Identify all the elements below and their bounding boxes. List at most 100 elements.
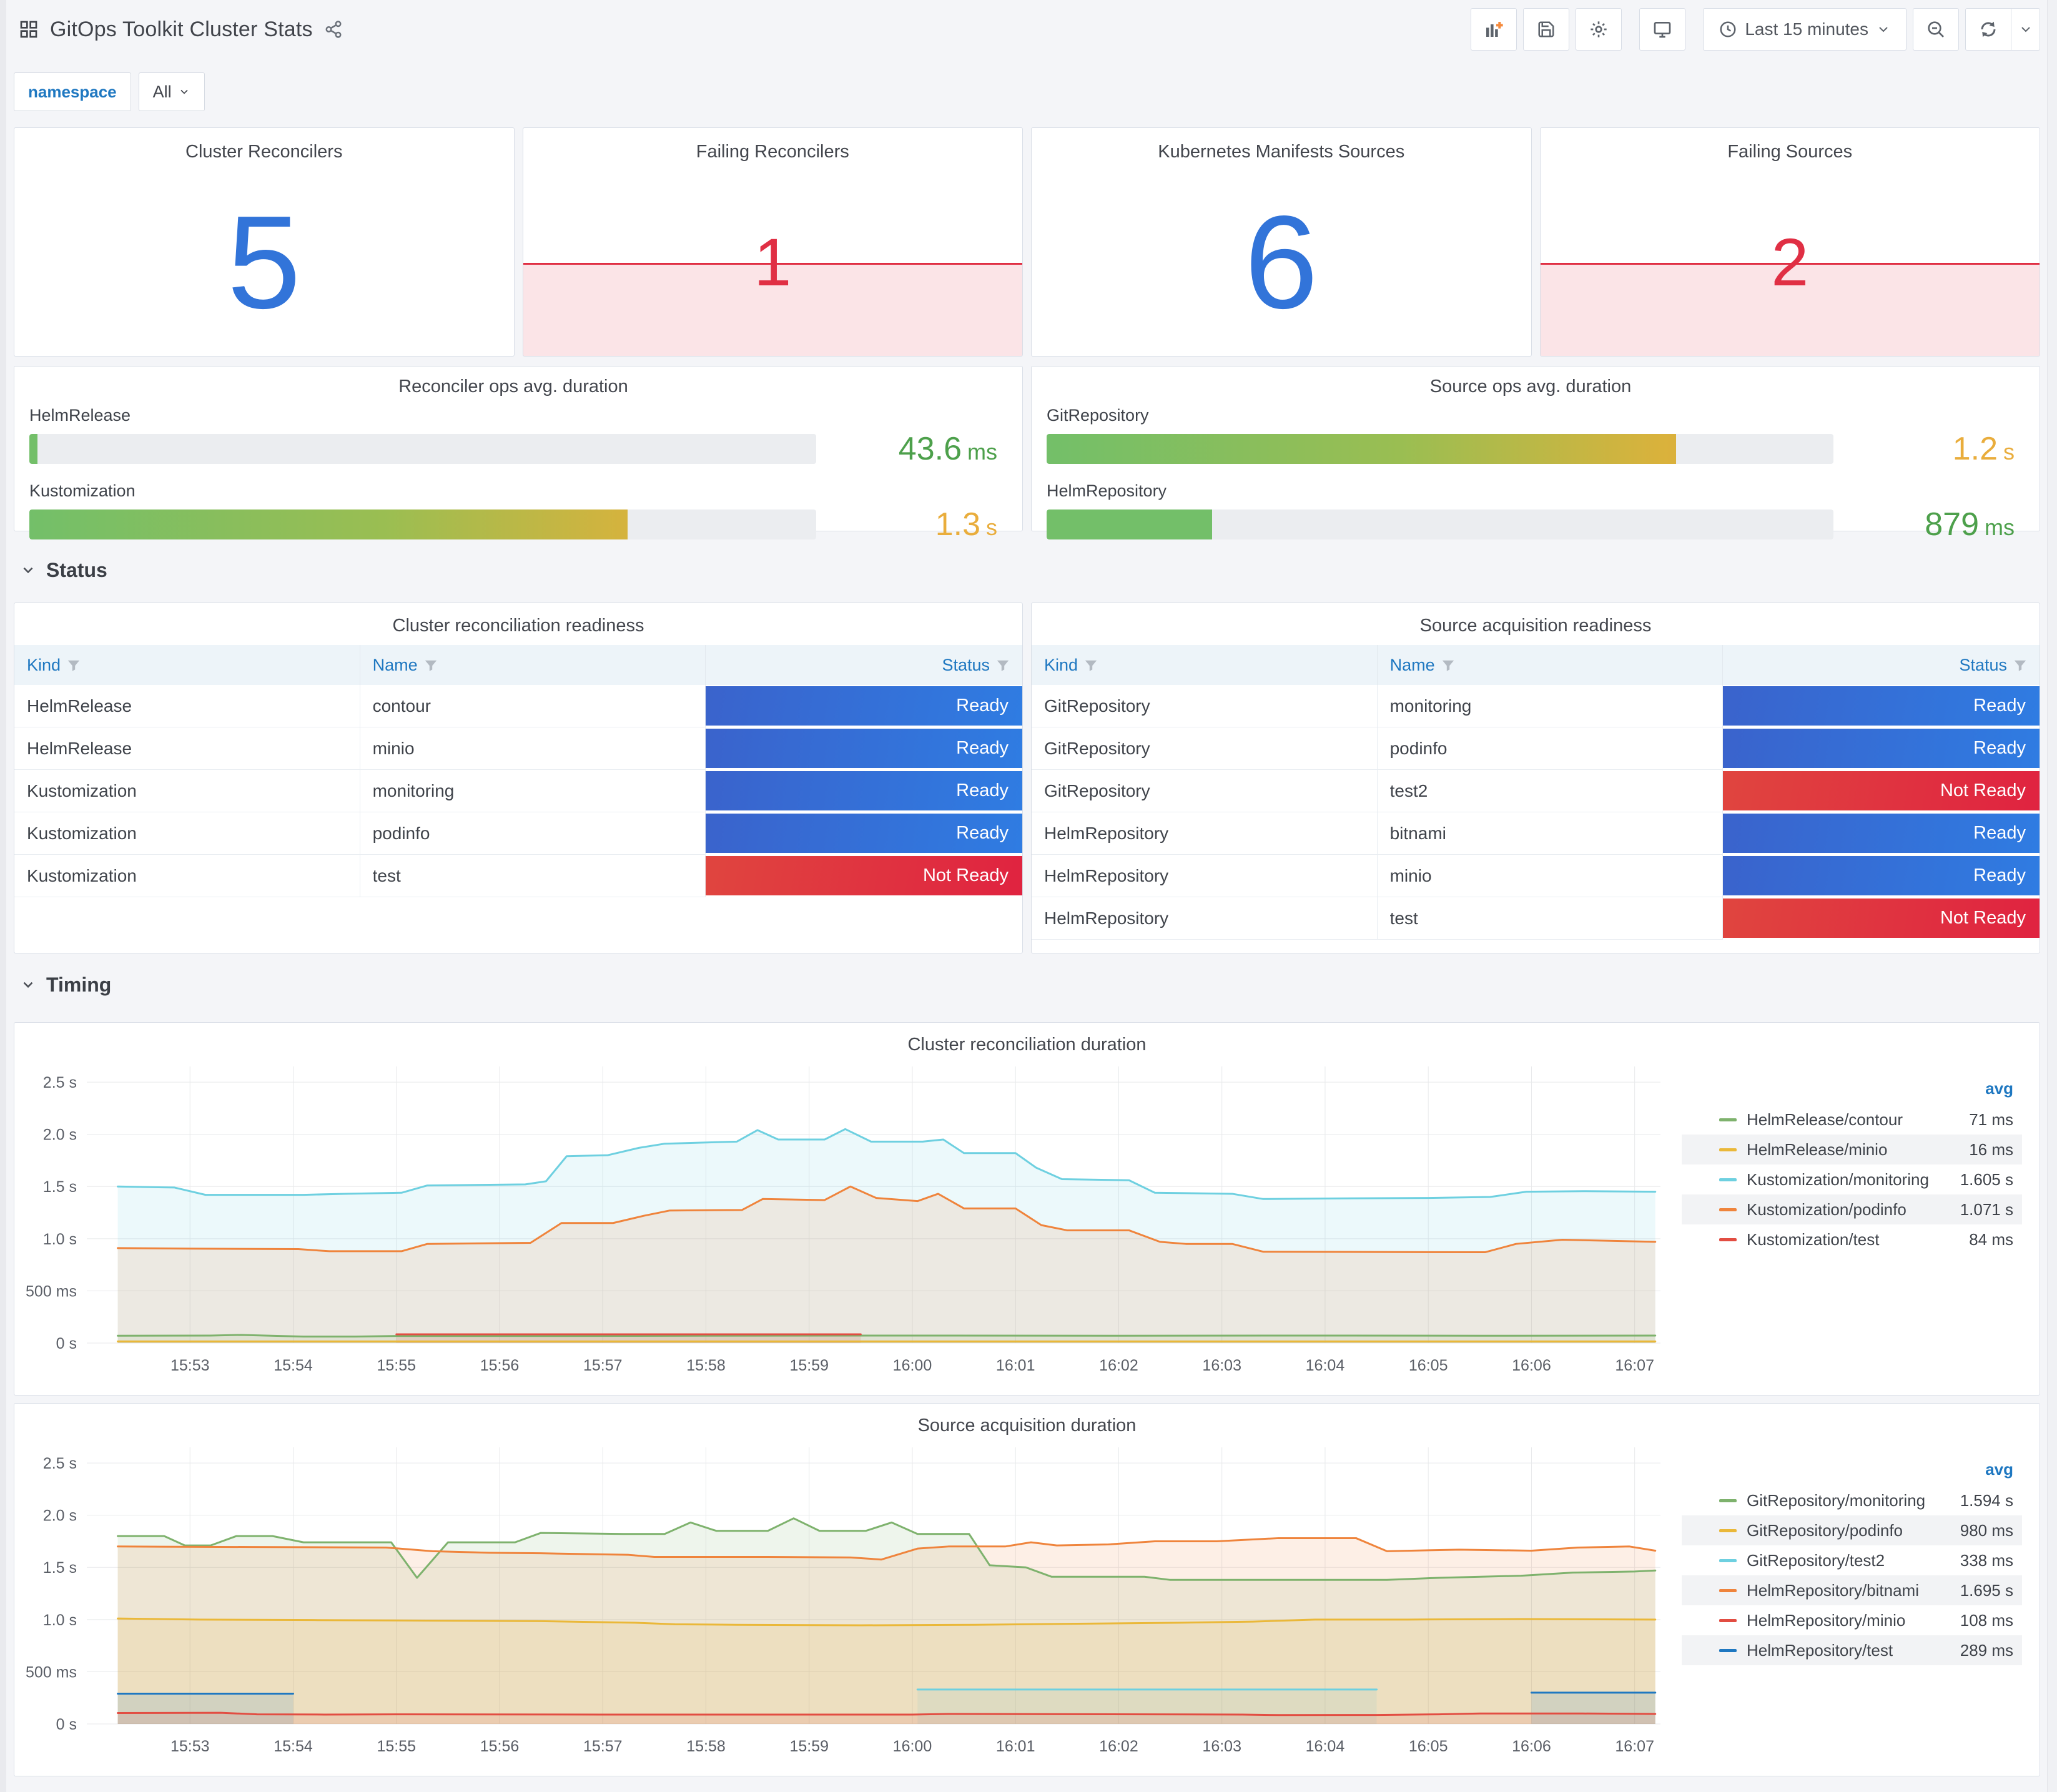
legend-avg-value: 1.071 s	[1960, 1199, 2013, 1219]
time-series-plot[interactable]: 0 s 500 ms 1.0 s 1.5 s 2.0 s 2.5 s 15:53 15:54 1…	[24, 1059, 1673, 1384]
table-row: HelmRelease minio Ready	[14, 727, 1022, 770]
status-badge: Not Ready	[1723, 898, 2040, 938]
y-tick-label: 500 ms	[26, 1282, 77, 1300]
section-title: Status	[46, 558, 107, 581]
legend-item[interactable]: HelmRelease/minio 16 ms	[1682, 1135, 2022, 1164]
series-area	[117, 1518, 1655, 1724]
filter-icon	[67, 660, 80, 671]
gauge-track	[1047, 434, 1833, 464]
section-header-timing[interactable]: Timing	[20, 971, 2040, 998]
legend-item[interactable]: Kustomization/test 84 ms	[1682, 1224, 2022, 1254]
gauge-track	[1047, 510, 1833, 539]
panel-title[interactable]: Cluster reconciliation duration	[907, 1035, 1147, 1055]
legend-avg-header[interactable]: avg	[1985, 1460, 2013, 1479]
gauge-value: 1.2 s	[1952, 431, 2015, 467]
y-tick-label: 1.5 s	[43, 1559, 77, 1577]
cell-name: podinfo	[360, 812, 706, 855]
column-header-status[interactable]: Status	[1722, 645, 2040, 685]
tv-mode-button[interactable]	[1639, 8, 1686, 51]
stat-panel-failing-sources: Failing Sources 2	[1539, 127, 2040, 357]
column-header-kind[interactable]: Kind	[14, 645, 360, 685]
time-range-picker[interactable]: Last 15 minutes	[1703, 8, 1907, 51]
series-line	[117, 1517, 1657, 1581]
x-tick-label: 16:04	[1306, 1738, 1345, 1755]
panel-title[interactable]: Cluster Reconcilers	[185, 142, 343, 162]
refresh-interval-dropdown[interactable]	[2011, 8, 2040, 51]
legend-item[interactable]: HelmRelease/contour 71 ms	[1682, 1105, 2022, 1135]
legend-avg-value: 1.605 s	[1960, 1169, 2013, 1189]
status-badge: Ready	[706, 771, 1022, 810]
x-tick-label: 16:03	[1202, 1357, 1241, 1374]
page-title: GitOps Toolkit Cluster Stats	[50, 17, 313, 41]
time-series-plot[interactable]: 0 s 500 ms 1.0 s 1.5 s 2.0 s 2.5 s 15:53 15:54 1…	[24, 1440, 1673, 1765]
gauge-label: GitRepository	[1047, 406, 1149, 425]
panel-title[interactable]: Failing Reconcilers	[696, 142, 849, 162]
scrollbar[interactable]	[2047, 0, 2057, 1792]
series-area	[117, 1129, 1655, 1343]
column-header-kind[interactable]: Kind	[1032, 645, 1378, 685]
legend-item[interactable]: GitRepository/test2 338 ms	[1682, 1545, 2022, 1575]
dashboard-grid-icon	[19, 19, 39, 39]
cell-name: podinfo	[1377, 727, 1724, 770]
legend-item[interactable]: HelmRepository/bitnami 1.695 s	[1682, 1575, 2022, 1605]
legend-series-name: Kustomization/monitoring	[1747, 1169, 1929, 1189]
panel-title[interactable]: Cluster reconciliation readiness	[392, 616, 644, 636]
save-dashboard-button[interactable]	[1523, 8, 1570, 51]
cell-name: test	[1377, 897, 1724, 940]
x-tick-label: 16:07	[1615, 1738, 1654, 1755]
legend-avg-header[interactable]: avg	[1985, 1079, 2013, 1098]
panel-title[interactable]: Source ops avg. duration	[1429, 377, 1632, 396]
variable-value-dropdown[interactable]: All	[138, 72, 205, 111]
gauge-value: 879 ms	[1925, 506, 2015, 543]
legend-item[interactable]: HelmRepository/test 289 ms	[1682, 1635, 2022, 1665]
stat-panel-cluster-reconcilers: Cluster Reconcilers 5	[14, 127, 515, 357]
x-tick-label: 16:07	[1615, 1357, 1654, 1374]
x-tick-label: 15:54	[274, 1738, 313, 1755]
legend-item[interactable]: Kustomization/monitoring 1.605 s	[1682, 1164, 2022, 1194]
column-header-status[interactable]: Status	[705, 645, 1022, 685]
panel-title[interactable]: Reconciler ops avg. duration	[398, 377, 628, 396]
cell-kind: GitRepository	[1032, 769, 1378, 812]
zoom-out-time-button[interactable]	[1913, 8, 1959, 51]
gauge-row: GitRepository 1.2 s	[1047, 406, 2015, 468]
gauge-row: HelmRelease 43.6 ms	[29, 406, 997, 468]
legend-item[interactable]: GitRepository/monitoring 1.594 s	[1682, 1485, 2022, 1515]
gauge-bar	[29, 510, 628, 539]
variable-label-namespace[interactable]: namespace	[14, 72, 131, 111]
status-badge: Ready	[1723, 686, 2040, 726]
cell-kind: HelmRepository	[1032, 812, 1378, 855]
add-panel-button[interactable]	[1471, 8, 1517, 51]
refresh-button[interactable]	[1965, 8, 2011, 51]
panel-title[interactable]: Source acquisition readiness	[1419, 616, 1652, 636]
x-tick-label: 15:53	[170, 1357, 210, 1374]
legend-item[interactable]: GitRepository/podinfo 980 ms	[1682, 1515, 2022, 1545]
chart-legend: avg GitRepository/monitoring 1.594 s GitRep…	[1682, 1457, 2022, 1765]
section-header-status[interactable]: Status	[20, 556, 2040, 584]
legend-avg-value: 1.695 s	[1960, 1580, 2013, 1600]
series-color-dash	[1719, 1499, 1737, 1502]
status-badge: Ready	[1723, 729, 2040, 768]
share-icon[interactable]	[324, 20, 343, 39]
x-tick-label: 16:04	[1306, 1357, 1345, 1374]
panel-title[interactable]: Failing Sources	[1727, 142, 1853, 162]
series-area	[117, 1618, 1655, 1724]
x-tick-label: 16:02	[1099, 1357, 1138, 1374]
legend-item[interactable]: Kustomization/podinfo 1.071 s	[1682, 1194, 2022, 1224]
gauge-row: Kustomization 1.3 s	[29, 481, 997, 543]
chart-legend: avg HelmRelease/contour 71 ms HelmRelease/m…	[1682, 1076, 2022, 1384]
legend-avg-value: 338 ms	[1960, 1550, 2013, 1570]
status-badge: Ready	[1723, 856, 2040, 895]
column-header-name[interactable]: Name	[1377, 645, 1724, 685]
series-color-dash	[1719, 1648, 1737, 1652]
dashboard-settings-button[interactable]	[1576, 8, 1622, 51]
panel-title[interactable]: Kubernetes Manifests Sources	[1158, 142, 1405, 162]
section-title: Timing	[46, 973, 112, 996]
legend-item[interactable]: HelmRepository/minio 108 ms	[1682, 1605, 2022, 1635]
legend-avg-value: 289 ms	[1960, 1640, 2013, 1660]
chevron-down-icon	[1879, 27, 1888, 32]
chart-panel-cluster-reconciliation-duration: Cluster reconciliation duration 0 s 500 m…	[14, 1022, 2040, 1396]
filter-icon	[425, 660, 437, 671]
column-header-name[interactable]: Name	[360, 645, 706, 685]
panel-title[interactable]: Source acquisition duration	[917, 1415, 1137, 1435]
